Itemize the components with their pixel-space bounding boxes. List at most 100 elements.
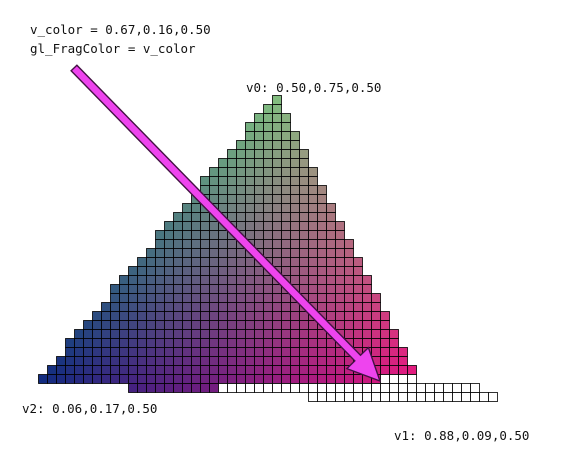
pixel-cell (326, 266, 336, 276)
pixel-cell (308, 329, 318, 339)
pixel-cell (290, 338, 300, 348)
pixel-cell (308, 230, 318, 240)
pixel-cell (254, 356, 264, 366)
pixel-cell (254, 194, 264, 204)
pixel-cell (344, 302, 354, 312)
pixel-cell (92, 338, 102, 348)
pixel-cell (272, 311, 282, 321)
pixel-cell (155, 365, 165, 375)
pixel-cell (182, 293, 192, 303)
pixel-cell (272, 122, 282, 132)
pixel-cell (353, 293, 363, 303)
pixel-cell (209, 248, 219, 258)
pixel-grid (38, 95, 498, 402)
pixel-cell (308, 194, 318, 204)
pixel-cell (470, 383, 480, 393)
pixel-cell (173, 257, 183, 267)
pixel-cell (362, 383, 372, 393)
pixel-cell (317, 248, 327, 258)
pixel-cell (218, 239, 228, 249)
pixel-cell (173, 239, 183, 249)
pixel-cell (236, 311, 246, 321)
pixel-cell (254, 275, 264, 285)
pixel-cell (380, 392, 390, 402)
pixel-cell (299, 176, 309, 186)
pixel-cell (389, 392, 399, 402)
pixel-cell (371, 320, 381, 330)
pixel-cell (254, 347, 264, 357)
pixel-cell (227, 158, 237, 168)
pixel-cell (263, 347, 273, 357)
pixel-cell (56, 374, 66, 384)
pixel-cell (209, 383, 219, 393)
pixel-cell (272, 113, 282, 123)
pixel-cell (128, 302, 138, 312)
pixel-cell (326, 221, 336, 231)
pixel-cell (290, 383, 300, 393)
pixel-cell (146, 374, 156, 384)
pixel-cell (236, 167, 246, 177)
pixel-cell (182, 374, 192, 384)
pixel-cell (281, 122, 291, 132)
pixel-cell (245, 221, 255, 231)
pixel-cell (164, 293, 174, 303)
pixel-cell (218, 284, 228, 294)
pixel-cell (65, 374, 75, 384)
pixel-cell (290, 239, 300, 249)
pixel-cell (308, 356, 318, 366)
pixel-cell (227, 320, 237, 330)
pixel-cell (362, 392, 372, 402)
pixel-cell (83, 338, 93, 348)
pixel-cell (317, 356, 327, 366)
pixel-cell (299, 194, 309, 204)
pixel-cell (380, 365, 390, 375)
pixel-cell (200, 266, 210, 276)
pixel-cell (344, 392, 354, 402)
pixel-cell (101, 365, 111, 375)
pixel-cell (263, 356, 273, 366)
pixel-cell (299, 365, 309, 375)
pixel-cell (353, 392, 363, 402)
pixel-cell (200, 284, 210, 294)
pixel-cell (209, 167, 219, 177)
pixel-cell (344, 383, 354, 393)
pixel-cell (407, 374, 417, 384)
pixel-cell (326, 383, 336, 393)
pixel-cell (254, 293, 264, 303)
pixel-cell (245, 266, 255, 276)
pixel-cell (326, 347, 336, 357)
pixel-cell (299, 212, 309, 222)
pixel-cell (452, 383, 462, 393)
pixel-cell (110, 293, 120, 303)
pixel-cell (236, 212, 246, 222)
pixel-cell (317, 347, 327, 357)
pixel-cell (290, 194, 300, 204)
pixel-cell (227, 302, 237, 312)
pixel-cell (353, 383, 363, 393)
pixel-cell (119, 320, 129, 330)
pixel-cell (128, 356, 138, 366)
pixel-cell (281, 347, 291, 357)
pixel-cell (128, 329, 138, 339)
pixel-cell (146, 311, 156, 321)
pixel-cell (290, 356, 300, 366)
pixel-cell (200, 320, 210, 330)
pixel-cell (200, 221, 210, 231)
pixel-cell (335, 266, 345, 276)
pixel-cell (245, 374, 255, 384)
pixel-cell (56, 365, 66, 375)
pixel-cell (155, 239, 165, 249)
pixel-cell (308, 383, 318, 393)
pixel-cell (272, 383, 282, 393)
pixel-cell (326, 311, 336, 321)
pixel-cell (218, 320, 228, 330)
pixel-cell (236, 257, 246, 267)
pixel-cell (290, 167, 300, 177)
pixel-cell (272, 95, 282, 105)
pixel-cell (308, 374, 318, 384)
pixel-cell (200, 383, 210, 393)
pixel-cell (263, 185, 273, 195)
pixel-cell (389, 383, 399, 393)
pixel-cell (155, 230, 165, 240)
pixel-cell (263, 374, 273, 384)
